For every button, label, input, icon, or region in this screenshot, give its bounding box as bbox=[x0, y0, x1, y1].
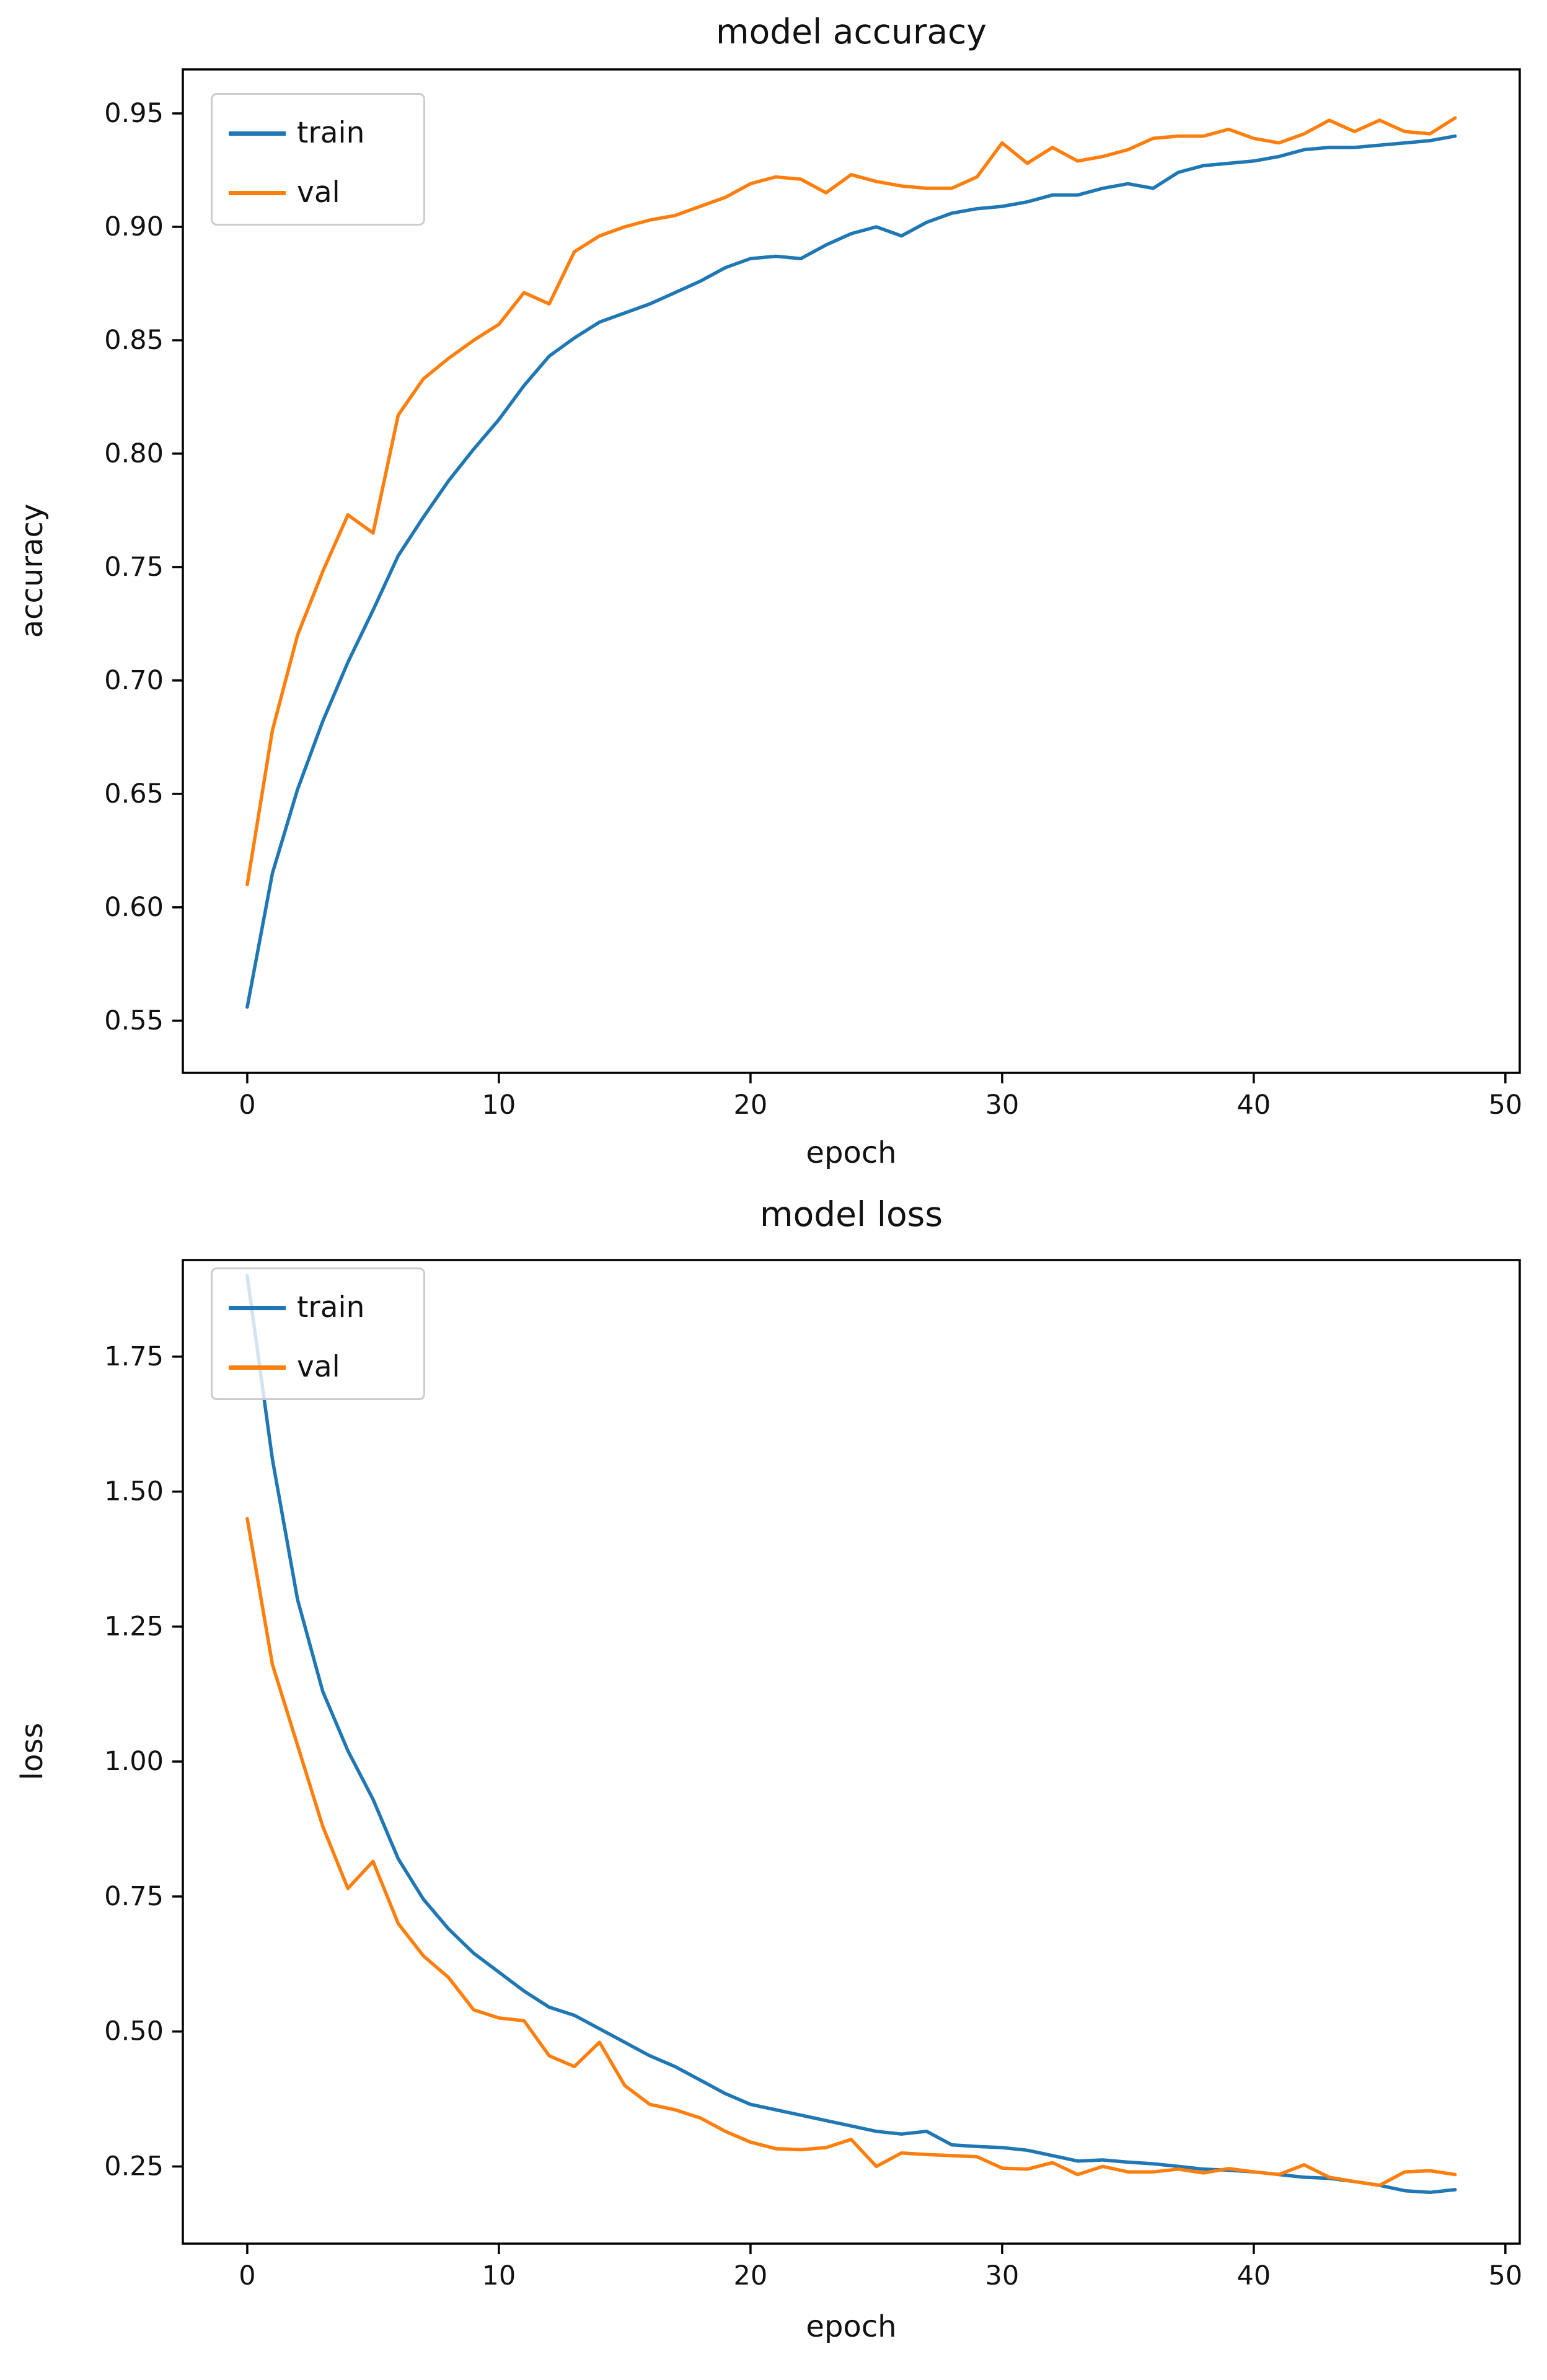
loss-x-axis-label: epoch bbox=[806, 2309, 897, 2344]
accuracy-y-tick-label: 0.70 bbox=[104, 665, 164, 696]
accuracy-y-tick-label: 0.80 bbox=[104, 438, 164, 469]
loss-chart-title: model loss bbox=[760, 1194, 943, 1234]
accuracy-y-tick-label: 0.60 bbox=[104, 892, 164, 923]
accuracy-y-tick-label: 0.85 bbox=[104, 325, 164, 356]
accuracy-x-tick-label: 10 bbox=[482, 1090, 516, 1121]
legend-item-train: train bbox=[213, 1278, 423, 1338]
loss-x-tick-label: 30 bbox=[985, 2260, 1020, 2291]
loss-y-tick-label: 1.25 bbox=[104, 1611, 164, 1642]
loss-x-tick-label: 0 bbox=[239, 2260, 255, 2291]
loss-val-line bbox=[245, 1517, 1457, 2187]
legend-item-val: val bbox=[213, 1338, 423, 1397]
accuracy-legend: train val bbox=[211, 93, 425, 226]
loss-y-axis-label: loss bbox=[15, 1722, 50, 1781]
accuracy-x-tick-label: 30 bbox=[985, 1090, 1020, 1121]
legend-label-val: val bbox=[297, 175, 340, 209]
legend-label-train: train bbox=[297, 116, 365, 150]
accuracy-chart-title: model accuracy bbox=[716, 12, 987, 51]
val-line-swatch-icon bbox=[229, 191, 286, 195]
accuracy-y-tick-label: 0.95 bbox=[104, 98, 164, 129]
loss-y-tick-label: 0.25 bbox=[104, 2151, 164, 2182]
accuracy-y-tick-label: 0.65 bbox=[104, 778, 164, 809]
accuracy-y-tick-label: 0.90 bbox=[104, 211, 164, 242]
legend-item-val: val bbox=[213, 163, 423, 223]
loss-x-tick-label: 50 bbox=[1488, 2260, 1522, 2291]
loss-x-tick-label: 10 bbox=[482, 2260, 516, 2291]
loss-x-tick-label: 20 bbox=[734, 2260, 768, 2291]
accuracy-plot-frame bbox=[182, 68, 1521, 1074]
accuracy-x-axis-label: epoch bbox=[806, 1135, 897, 1170]
accuracy-y-tick-label: 0.55 bbox=[104, 1005, 164, 1036]
legend-item-train: train bbox=[213, 104, 423, 163]
accuracy-y-tick-label: 0.75 bbox=[104, 552, 164, 583]
train-line-swatch-icon bbox=[229, 131, 286, 136]
loss-plot-frame bbox=[182, 1259, 1521, 2245]
loss-legend: train val bbox=[211, 1267, 425, 1400]
accuracy-x-tick-label: 20 bbox=[734, 1090, 768, 1121]
accuracy-x-tick-label: 50 bbox=[1488, 1090, 1522, 1121]
loss-y-tick-label: 1.75 bbox=[104, 1341, 164, 1372]
loss-y-tick-label: 0.50 bbox=[104, 2016, 164, 2047]
loss-y-tick-label: 1.50 bbox=[104, 1476, 164, 1507]
loss-x-tick-label: 40 bbox=[1237, 2260, 1271, 2291]
loss-y-tick-label: 0.75 bbox=[104, 1881, 164, 1912]
accuracy-y-axis-label: accuracy bbox=[15, 503, 50, 638]
accuracy-train-line bbox=[245, 134, 1457, 1009]
val-line-swatch-icon bbox=[229, 1365, 286, 1370]
accuracy-val-line bbox=[245, 116, 1457, 887]
train-line-swatch-icon bbox=[229, 1306, 286, 1310]
loss-y-tick-label: 1.00 bbox=[104, 1746, 164, 1777]
loss-train-line bbox=[245, 1274, 1457, 2195]
accuracy-x-tick-label: 0 bbox=[239, 1090, 255, 1121]
legend-label-val: val bbox=[297, 1350, 340, 1384]
legend-label-train: train bbox=[297, 1290, 365, 1324]
accuracy-x-tick-label: 40 bbox=[1237, 1090, 1271, 1121]
